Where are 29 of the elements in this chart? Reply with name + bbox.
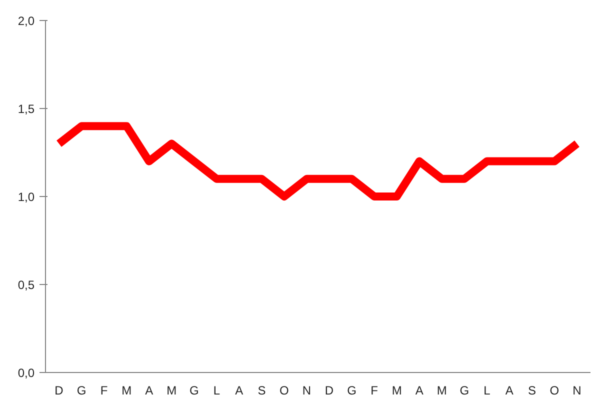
x-tick-label: G: [76, 384, 86, 398]
x-tick-label: A: [415, 384, 424, 398]
x-tick-label: M: [392, 384, 402, 398]
x-tick-label: O: [550, 384, 560, 398]
x-tick-label: O: [280, 384, 289, 398]
x-tick-label: N: [302, 384, 312, 398]
x-tick-label: M: [166, 384, 177, 398]
x-tick-label: G: [347, 384, 356, 398]
x-tick-label: G: [460, 384, 470, 398]
y-tick-label: 0,0: [18, 366, 35, 380]
x-tick-label: F: [100, 384, 108, 398]
x-tick-label: L: [213, 384, 220, 398]
x-tick-label: A: [235, 384, 244, 398]
y-tick-label: 1,0: [18, 190, 35, 204]
x-tick-label: F: [370, 384, 378, 398]
x-tick-label: A: [145, 384, 154, 398]
x-tick-label: G: [189, 384, 199, 398]
x-tick-label: S: [528, 384, 536, 398]
x-tick-label: D: [324, 384, 334, 398]
y-tick-label: 2,0: [18, 14, 35, 28]
x-tick-label: D: [54, 384, 64, 398]
x-tick-label: M: [436, 384, 447, 398]
x-tick-label: N: [572, 384, 582, 398]
x-tick-label: L: [484, 384, 491, 398]
x-tick-label: S: [258, 384, 266, 398]
x-tick-label: M: [122, 384, 132, 398]
x-tick-label: A: [505, 384, 514, 398]
y-tick-label: 0,5: [18, 278, 35, 292]
y-tick-label: 1,5: [18, 102, 35, 116]
